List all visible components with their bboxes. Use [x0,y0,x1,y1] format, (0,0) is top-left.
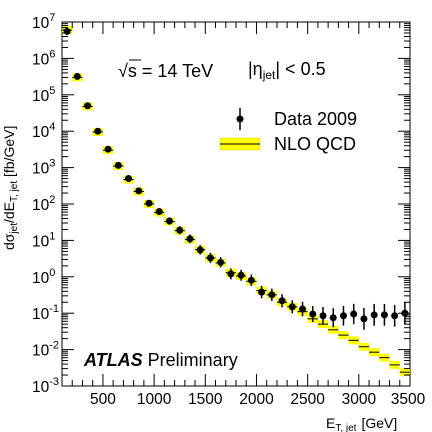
x-axis-title-main: E [326,415,335,431]
data-point [115,162,122,169]
eta-prefix: |η [248,59,263,79]
data-point [186,235,193,242]
data-point [64,28,71,35]
data-point [248,277,255,284]
y-tick-label: 10-1 [32,303,59,323]
data-point [320,312,327,319]
data-point [268,291,275,298]
energy-annotation: √s = 14 TeV [118,61,213,81]
x-tick-label: 1000 [137,391,172,408]
data-point [360,315,367,322]
x-axis-title: ET, jet [GeV] [326,415,397,432]
data-point [340,312,347,319]
legend-nlo-label: NLO QCD [274,134,356,154]
y-axis-title: dσjet/dET, jet [fb/GeV] [1,126,20,250]
data-point [94,128,101,135]
eta-suffix: | < 0.5 [275,59,325,79]
x-tick-label: 1500 [188,391,223,408]
energy-value: = 14 TeV [137,61,213,81]
energy-s: s [128,61,137,81]
atlas-word: ATLAS [83,350,143,370]
y-axis-title-sub2: T, jet [9,181,20,202]
x-tick-label: 500 [90,391,116,408]
y-tick-label: 105 [32,85,55,105]
data-point [309,311,316,318]
data-point [156,208,163,215]
x-axis-title-sub: T, jet [335,423,356,432]
y-axis-title-unit: [fb/GeV] [1,126,17,181]
data-point [238,272,245,279]
y-tick-label: 10-3 [32,376,59,396]
y-axis-title-sub1: jet [9,223,20,235]
data-point [227,270,234,277]
x-tick-label: 3000 [342,391,377,408]
data-point [105,146,112,153]
y-tick-label: 100 [32,267,55,287]
data-point [197,246,204,253]
y-tick-label: 102 [32,194,55,214]
data-point [166,218,173,225]
legend: Data 2009 NLO QCD [220,108,357,154]
data-point [74,73,81,80]
data-point [176,227,183,234]
data-point [279,297,286,304]
legend-data-label: Data 2009 [274,109,357,129]
y-tick-label: 106 [32,48,55,68]
atlas-label: ATLAS Preliminary [83,350,238,370]
x-tick-label: 2000 [239,391,274,408]
y-tick-label: 103 [32,158,55,178]
data-point [391,312,398,319]
preliminary-word: Preliminary [143,350,238,370]
data-point [146,200,153,207]
data-point [299,306,306,313]
data-point [135,187,142,194]
sqrt-symbol: √ [118,61,128,81]
y-tick-label: 10-2 [32,340,59,360]
data-point [330,314,337,321]
x-tick-label: 2500 [290,391,325,408]
data-point [381,311,388,318]
eta-sub: jet [262,68,276,82]
data-point [258,289,265,296]
data-point [350,311,357,318]
data-point [289,303,296,310]
data-point [371,311,378,318]
data-point [207,254,214,261]
y-axis-title-main: dσ [1,233,17,250]
y-tick-label: 104 [32,121,55,141]
y-tick-label: 101 [32,230,55,250]
y-axis-title-mid: /dE [1,202,17,223]
x-tick-label: 3500 [391,391,426,408]
data-point [125,175,132,182]
data-point [84,102,91,109]
y-tick-label: 107 [32,12,55,32]
data-point [217,259,224,266]
plot-frame [62,22,410,386]
x-axis-title-unit: [GeV] [361,415,397,431]
eta-annotation: |ηjet| < 0.5 [248,59,326,82]
legend-data-marker [237,116,244,123]
